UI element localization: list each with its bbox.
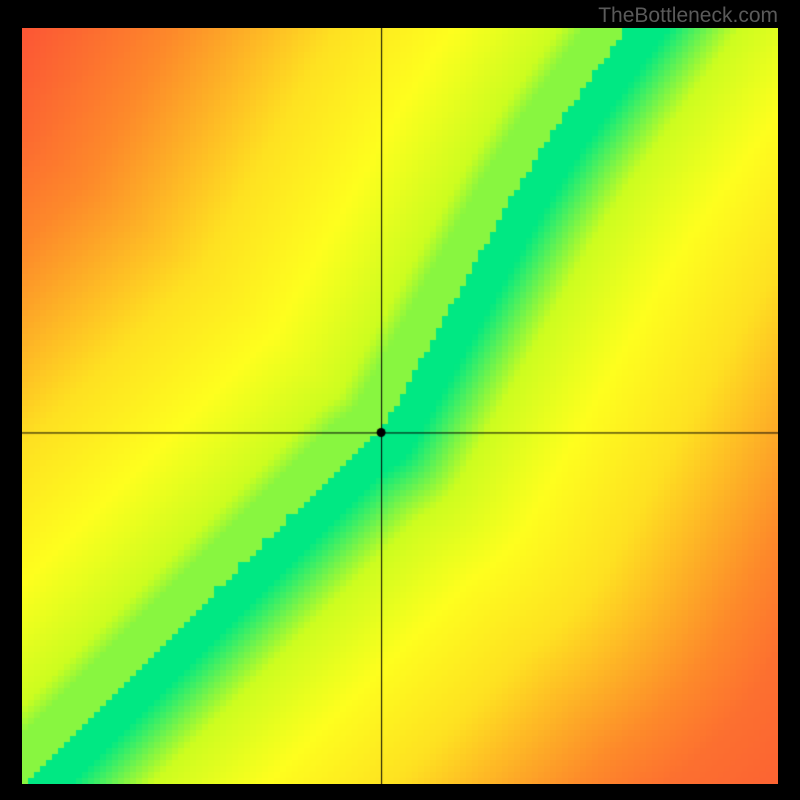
heatmap-chart (22, 28, 778, 784)
watermark-text: TheBottleneck.com (598, 4, 778, 28)
